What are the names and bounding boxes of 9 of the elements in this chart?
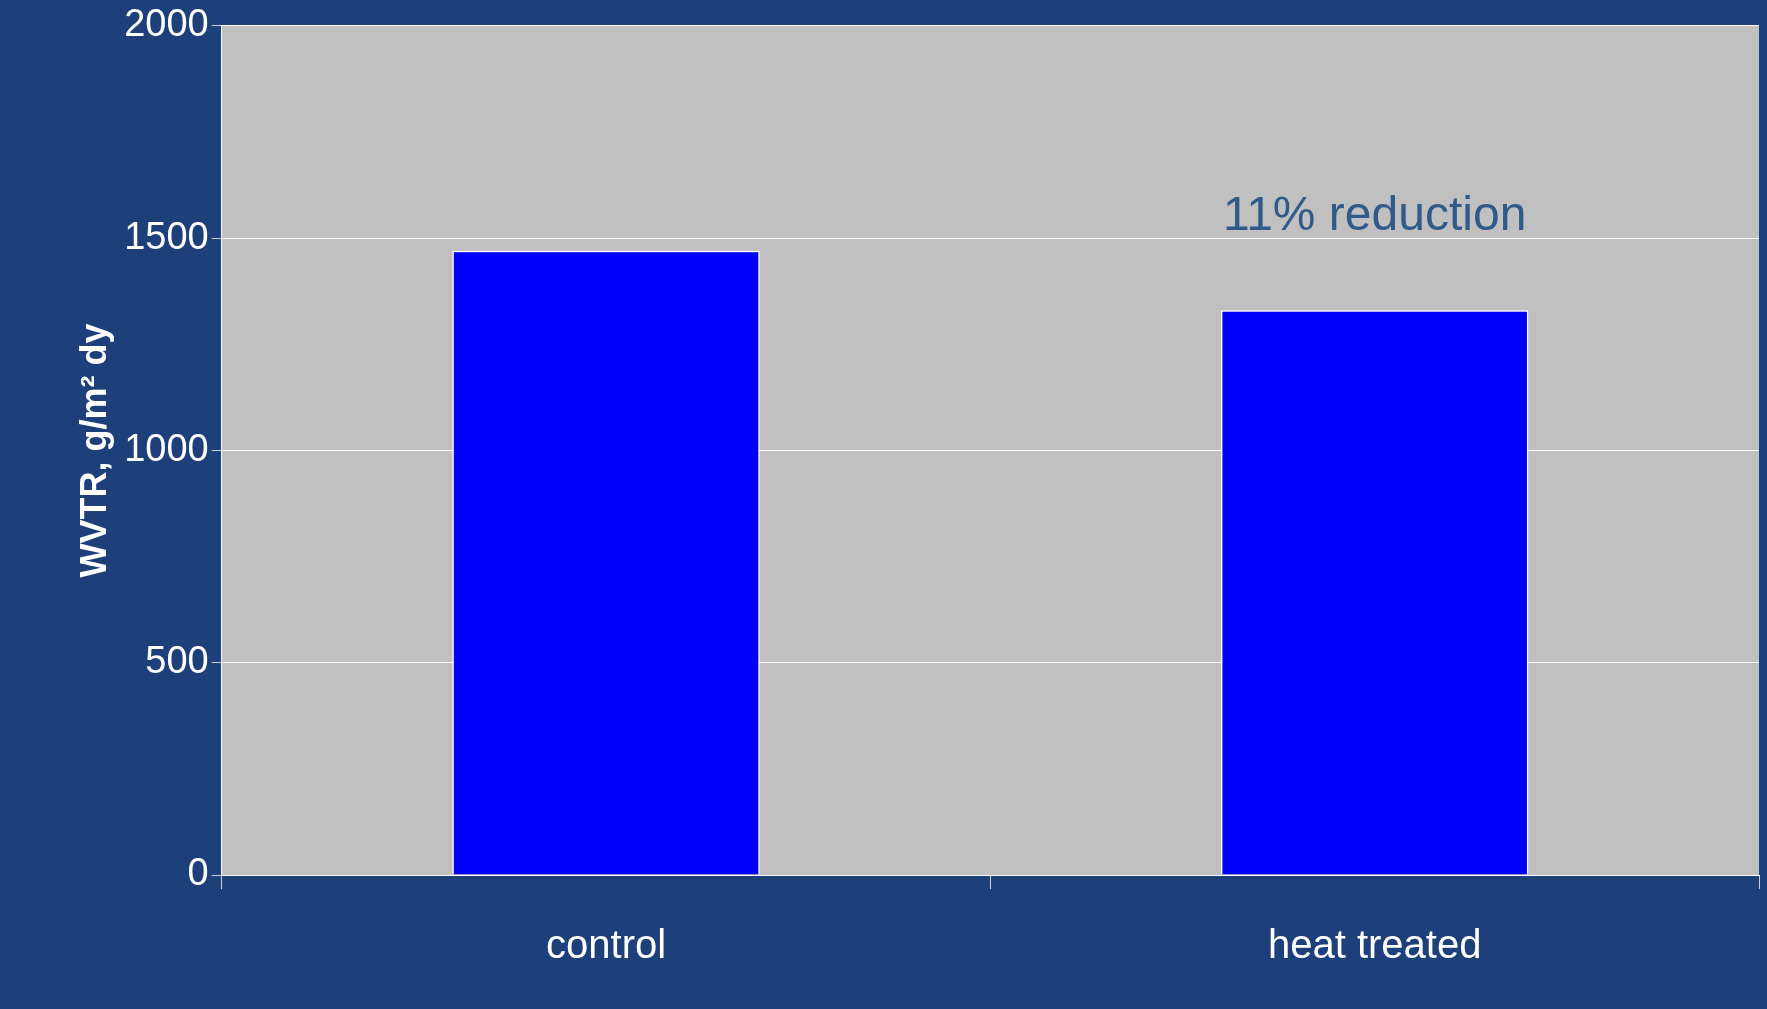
y-tick-label: 1000	[124, 426, 209, 469]
y-tick-label: 1500	[124, 214, 209, 257]
annotation: 11% reduction	[1223, 187, 1527, 241]
x-tick-label: heat treated	[1267, 922, 1482, 967]
y-tick-label: 0	[187, 851, 209, 894]
y-tick-label: 2000	[124, 2, 209, 45]
x-tick-label: control	[546, 922, 667, 967]
y-tick-label: 500	[145, 639, 209, 682]
y-axis-title: WVTR, g/m² dy	[72, 323, 114, 578]
